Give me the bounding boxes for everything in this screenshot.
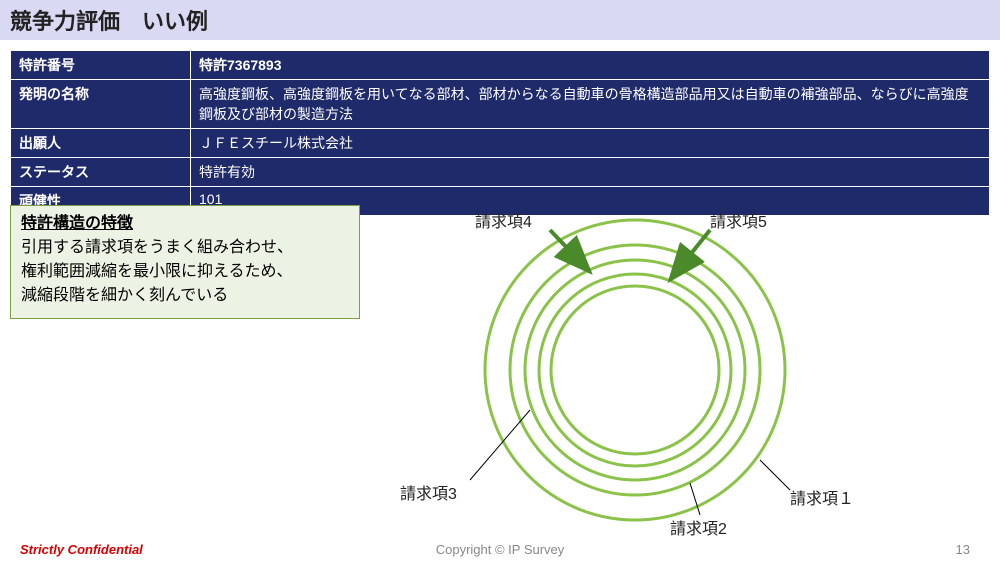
ring-1 bbox=[485, 220, 785, 520]
ring-5 bbox=[551, 286, 719, 454]
label-c4: 請求項4 bbox=[475, 208, 532, 232]
arrow-c5 bbox=[670, 230, 710, 280]
label-c3: 請求項3 bbox=[400, 480, 457, 504]
pointer-c1 bbox=[760, 460, 790, 490]
ring-2 bbox=[510, 245, 760, 495]
cell-value: 高強度鋼板、高強度鋼板を用いてなる部材、部材からなる自動車の骨格構造部品用又は自… bbox=[191, 80, 990, 129]
table-row: ステータス 特許有効 bbox=[11, 158, 990, 187]
cell-value: 特許有効 bbox=[191, 158, 990, 187]
cell-label: ステータス bbox=[11, 158, 191, 187]
feature-title: 特許構造の特徴 bbox=[21, 212, 349, 236]
page-title: 競争力評価 いい例 bbox=[0, 0, 1000, 40]
cell-label: 特許番号 bbox=[11, 51, 191, 80]
feature-line: 権利範囲減縮を最小限に抑えるため、 bbox=[21, 260, 349, 284]
copyright-label: Copyright © IP Survey bbox=[436, 542, 565, 557]
rings-svg bbox=[380, 200, 1000, 540]
label-c5: 請求項5 bbox=[710, 208, 767, 232]
cell-value: ＪＦＥスチール株式会社 bbox=[191, 129, 990, 158]
claims-diagram: 請求項4 請求項5 請求項１ 請求項2 請求項3 bbox=[380, 200, 1000, 540]
cell-label: 発明の名称 bbox=[11, 80, 191, 129]
ring-4 bbox=[539, 274, 731, 466]
table-row: 出願人 ＪＦＥスチール株式会社 bbox=[11, 129, 990, 158]
feature-line: 引用する請求項をうまく組み合わせ、 bbox=[21, 236, 349, 260]
cell-value: 特許7367893 bbox=[191, 51, 990, 80]
confidential-label: Strictly Confidential bbox=[20, 542, 143, 557]
table-row: 発明の名称 高強度鋼板、高強度鋼板を用いてなる部材、部材からなる自動車の骨格構造… bbox=[11, 80, 990, 129]
label-c2: 請求項2 bbox=[670, 515, 727, 539]
label-c1: 請求項１ bbox=[790, 485, 854, 509]
feature-box: 特許構造の特徴 引用する請求項をうまく組み合わせ、 権利範囲減縮を最小限に抑える… bbox=[10, 205, 360, 319]
page-number: 13 bbox=[956, 542, 970, 557]
ring-3 bbox=[525, 260, 745, 480]
patent-table: 特許番号 特許7367893 発明の名称 高強度鋼板、高強度鋼板を用いてなる部材… bbox=[10, 50, 990, 216]
cell-label: 出願人 bbox=[11, 129, 191, 158]
feature-line: 減縮段階を細かく刻んでいる bbox=[21, 284, 349, 308]
footer: Strictly Confidential Copyright © IP Sur… bbox=[0, 542, 1000, 557]
table-row: 特許番号 特許7367893 bbox=[11, 51, 990, 80]
